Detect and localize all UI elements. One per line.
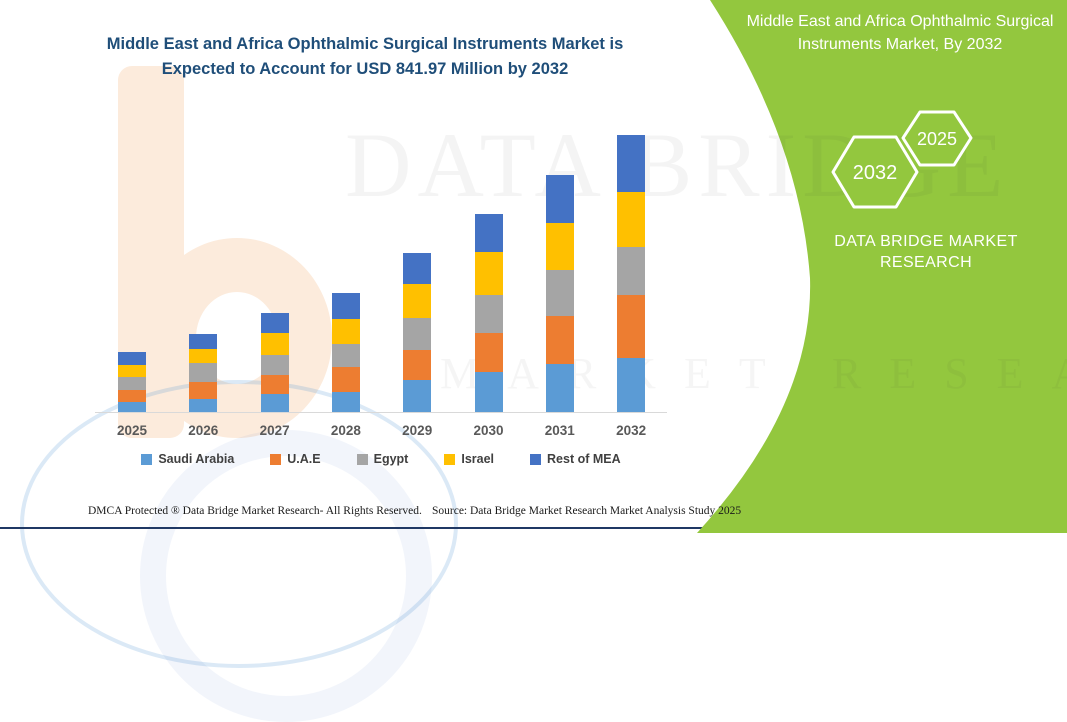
bar-segment-israel-2026 xyxy=(189,348,218,363)
bar-segment-israel-2029 xyxy=(403,284,432,318)
bar-segment-rest-of-mea-2031 xyxy=(545,175,574,223)
bar-segment-u-a-e-2030 xyxy=(474,332,503,372)
bar-segment-u-a-e-2025 xyxy=(118,389,146,403)
bar-segment-u-a-e-2027 xyxy=(260,375,289,394)
bar-segment-u-a-e-2029 xyxy=(403,349,432,381)
x-axis-label-2025: 2025 xyxy=(116,423,148,438)
bar-segment-u-a-e-2028 xyxy=(331,366,360,392)
x-axis-label-2032: 2032 xyxy=(616,423,647,438)
legend-item-u-a-e: U.A.E xyxy=(270,452,321,466)
side-panel-title: Middle East and Africa Ophthalmic Surgic… xyxy=(746,13,1054,53)
bar-segment-rest-of-mea-2029 xyxy=(403,253,432,285)
bar-2028 xyxy=(331,292,360,412)
bar-segment-saudi-arabia-2027 xyxy=(260,393,289,412)
bar-segment-saudi-arabia-2028 xyxy=(331,391,360,412)
bar-segment-rest-of-mea-2026 xyxy=(189,333,218,349)
legend-swatch xyxy=(530,453,542,465)
bar-segment-saudi-arabia-2030 xyxy=(474,371,503,412)
x-axis-label-2031: 2031 xyxy=(544,423,575,438)
green-panel-swoosh xyxy=(697,0,1067,533)
hexagon-2025-label: 2025 xyxy=(917,129,957,149)
bar-2029 xyxy=(403,253,432,412)
legend-label: Israel xyxy=(461,452,495,466)
bar-segment-egypt-2028 xyxy=(331,343,360,367)
legend-item-rest-of-mea: Rest of MEA xyxy=(530,452,621,466)
bottom-divider-line xyxy=(0,527,710,529)
bar-segment-israel-2028 xyxy=(331,318,360,344)
legend-item-saudi-arabia: Saudi Arabia xyxy=(141,452,234,466)
chart-legend: Saudi Arabia U.A.E Egypt Israel Rest of MEA xyxy=(95,452,667,466)
bar-segment-rest-of-mea-2032 xyxy=(617,135,646,193)
bar-2025 xyxy=(118,351,146,412)
bar-2026 xyxy=(189,333,218,412)
bar-segment-israel-2025 xyxy=(118,364,146,378)
bar-segment-saudi-arabia-2031 xyxy=(545,364,574,412)
bar-segment-egypt-2025 xyxy=(118,377,146,390)
bar-segment-egypt-2026 xyxy=(189,362,218,382)
hexagon-badges: 2032 2025 xyxy=(831,110,973,209)
bar-segment-rest-of-mea-2025 xyxy=(118,351,146,365)
bar-segment-egypt-2031 xyxy=(545,269,574,316)
bar-segment-saudi-arabia-2026 xyxy=(189,398,218,412)
bar-segment-rest-of-mea-2027 xyxy=(260,312,289,334)
x-axis-label-2030: 2030 xyxy=(473,423,504,438)
bar-2030 xyxy=(474,214,503,412)
bar-segment-u-a-e-2031 xyxy=(545,315,574,364)
x-axis-label-2029: 2029 xyxy=(402,423,433,438)
legend-swatch xyxy=(444,453,456,465)
x-axis-label-2027: 2027 xyxy=(259,423,290,438)
bar-2031 xyxy=(545,175,574,412)
bar-segment-saudi-arabia-2029 xyxy=(403,380,432,412)
brand-name: DATA BRIDGE MARKET RESEARCH xyxy=(834,233,1018,271)
legend-item-egypt: Egypt xyxy=(356,452,409,466)
bar-segment-rest-of-mea-2028 xyxy=(331,292,360,319)
hexagon-2025 xyxy=(901,110,973,167)
bar-segment-saudi-arabia-2032 xyxy=(617,358,646,412)
legend-swatch xyxy=(356,453,368,465)
bar-segment-israel-2027 xyxy=(260,333,289,355)
footer-source: Source: Data Bridge Market Research Mark… xyxy=(432,505,742,517)
bar-segment-egypt-2030 xyxy=(474,294,503,333)
legend-swatch xyxy=(270,453,282,465)
bar-segment-israel-2032 xyxy=(617,192,646,248)
chart-title: Middle East and Africa Ophthalmic Surgic… xyxy=(106,35,624,78)
legend-label: Rest of MEA xyxy=(547,452,621,466)
hexagon-2032 xyxy=(831,135,919,209)
bar-segment-rest-of-mea-2030 xyxy=(474,214,503,253)
legend-label: Egypt xyxy=(373,452,409,466)
x-axis-label-2028: 2028 xyxy=(330,423,361,438)
bar-segment-egypt-2032 xyxy=(617,247,646,296)
watermark-text-market-research: MARKET RESEARCH xyxy=(440,349,1067,398)
hexagon-2032-label: 2032 xyxy=(853,162,898,184)
x-axis-label-2026: 2026 xyxy=(188,423,219,438)
bar-segment-u-a-e-2026 xyxy=(189,381,218,399)
legend-label: Saudi Arabia xyxy=(158,452,235,466)
x-axis-line xyxy=(95,412,667,413)
footer-copyright: DMCA Protected ® Data Bridge Market Rese… xyxy=(88,505,422,517)
stacked-bar-chart: 2025 2026 2027 2028 2029 2030 2031 2032 xyxy=(95,120,667,438)
legend-item-israel: Israel xyxy=(444,452,494,466)
bar-2027 xyxy=(260,312,289,412)
legend-label: U.A.E xyxy=(287,452,321,466)
bar-segment-saudi-arabia-2025 xyxy=(118,402,146,412)
bar-segment-u-a-e-2032 xyxy=(617,295,646,358)
bar-2032 xyxy=(617,135,646,412)
bar-segment-egypt-2027 xyxy=(260,354,289,376)
bar-segment-egypt-2029 xyxy=(403,317,432,350)
bar-segment-israel-2031 xyxy=(545,222,574,270)
legend-swatch xyxy=(141,453,153,465)
bar-segment-israel-2030 xyxy=(474,252,503,295)
